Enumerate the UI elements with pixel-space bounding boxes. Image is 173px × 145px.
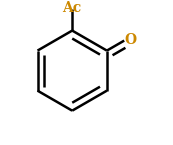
- Text: O: O: [124, 33, 136, 47]
- Text: Ac: Ac: [63, 1, 82, 15]
